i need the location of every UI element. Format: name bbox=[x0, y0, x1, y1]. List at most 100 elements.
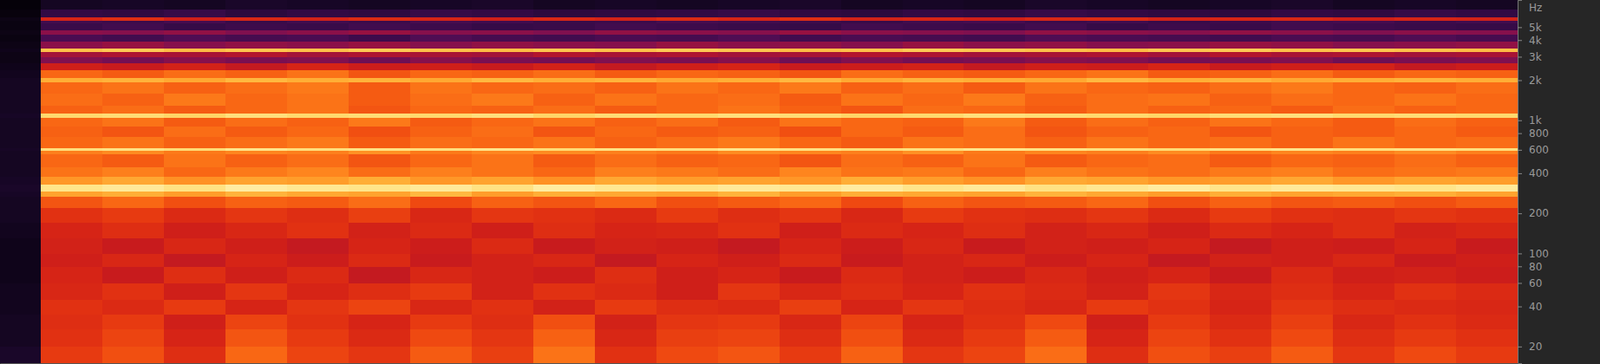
heatmap-cell bbox=[348, 150, 411, 155]
heatmap-cell bbox=[656, 166, 719, 177]
background bbox=[0, 0, 1600, 364]
heatmap-cell bbox=[963, 300, 1026, 315]
heatmap-cell bbox=[0, 62, 42, 70]
heatmap-cell bbox=[963, 253, 1026, 267]
heatmap-cell bbox=[1148, 56, 1210, 64]
heatmap-cell bbox=[533, 62, 595, 70]
heatmap-cell bbox=[471, 313, 534, 330]
heatmap-cell bbox=[718, 41, 780, 49]
heatmap-cell bbox=[656, 190, 719, 196]
heatmap-cell bbox=[225, 104, 288, 114]
heatmap-cell bbox=[102, 117, 164, 128]
heatmap-cell bbox=[779, 51, 842, 58]
heatmap-cell bbox=[348, 16, 411, 21]
heatmap-cell bbox=[594, 92, 657, 105]
heatmap-cell bbox=[40, 47, 103, 52]
heatmap-cell bbox=[348, 238, 411, 255]
heatmap-cell bbox=[163, 113, 226, 118]
heatmap-cell bbox=[841, 47, 903, 52]
heatmap-cell bbox=[1394, 92, 1457, 105]
heatmap-cell bbox=[348, 148, 411, 152]
heatmap-cell bbox=[1086, 166, 1149, 177]
heatmap-cell bbox=[471, 92, 534, 105]
heatmap-cell bbox=[225, 16, 288, 21]
y-tick: 60 bbox=[1517, 277, 1542, 290]
heatmap-cell bbox=[718, 51, 780, 58]
y-tick-mark bbox=[1517, 173, 1522, 175]
y-tick-label: 2k bbox=[1528, 74, 1542, 87]
heatmap-cell bbox=[1148, 253, 1210, 267]
heatmap-cell bbox=[1271, 104, 1333, 114]
heatmap-cell bbox=[102, 266, 164, 284]
heatmap-cell bbox=[1332, 176, 1395, 185]
heatmap-cell bbox=[1148, 137, 1210, 149]
heatmap-cell bbox=[1025, 0, 1087, 10]
y-axis: 5k4k3k2k1k80060040020010080604020 bbox=[1517, 0, 1549, 364]
heatmap-cell bbox=[779, 208, 842, 224]
heatmap-cell bbox=[779, 34, 842, 43]
heatmap-cell bbox=[779, 266, 842, 284]
heatmap-cell bbox=[656, 51, 719, 58]
heatmap-cell bbox=[0, 253, 42, 267]
heatmap-cell bbox=[718, 148, 780, 152]
heatmap-cell bbox=[102, 126, 164, 138]
heatmap-cell bbox=[963, 34, 1026, 43]
heatmap-cell bbox=[163, 56, 226, 64]
heatmap-cell bbox=[471, 190, 534, 196]
heatmap-cell bbox=[102, 153, 164, 167]
heatmap-cell bbox=[471, 222, 534, 239]
heatmap-cell bbox=[348, 176, 411, 185]
heatmap-cell bbox=[779, 29, 842, 35]
heatmap-cell bbox=[718, 113, 780, 118]
heatmap-cell bbox=[1025, 92, 1087, 105]
heatmap-cell bbox=[1025, 16, 1087, 21]
heatmap-cell bbox=[1394, 62, 1457, 70]
heatmap-cell bbox=[225, 34, 288, 43]
heatmap-cell bbox=[287, 69, 349, 78]
heatmap-cell bbox=[963, 117, 1026, 128]
heatmap-cell bbox=[1148, 104, 1210, 114]
heatmap-cell bbox=[1394, 29, 1457, 35]
heatmap-cell bbox=[102, 253, 164, 267]
heatmap-cell bbox=[594, 266, 657, 284]
heatmap-cell bbox=[533, 346, 595, 364]
heatmap-cell bbox=[779, 0, 842, 10]
y-tick-mark bbox=[1517, 150, 1522, 151]
y-tick-label: 400 bbox=[1528, 167, 1549, 180]
heatmap-cell bbox=[287, 313, 349, 330]
heatmap-cell bbox=[594, 41, 657, 49]
heatmap-cell bbox=[1086, 104, 1149, 114]
heatmap-cell bbox=[0, 9, 42, 18]
heatmap-cell bbox=[656, 137, 719, 149]
heatmap-cell bbox=[287, 148, 349, 152]
heatmap-cell bbox=[594, 238, 657, 255]
heatmap-cell bbox=[1456, 137, 1518, 149]
heatmap-cell bbox=[0, 34, 42, 43]
heatmap-cell bbox=[1456, 56, 1518, 64]
heatmap-cell bbox=[287, 300, 349, 315]
heatmap-cell bbox=[1148, 148, 1210, 152]
y-tick-label: 1k bbox=[1528, 114, 1542, 127]
heatmap-cell bbox=[718, 266, 780, 284]
heatmap-cell bbox=[594, 16, 657, 21]
heatmap-cell bbox=[1456, 329, 1518, 348]
heatmap-cell bbox=[656, 92, 719, 105]
heatmap-cell bbox=[1086, 81, 1149, 94]
heatmap-cell bbox=[718, 195, 780, 209]
heatmap-cell bbox=[1148, 329, 1210, 348]
heatmap-cell bbox=[1148, 34, 1210, 43]
heatmap-cell bbox=[1025, 153, 1087, 167]
heatmap-cell bbox=[225, 282, 288, 301]
heatmap-cell bbox=[410, 282, 472, 301]
heatmap-cell bbox=[348, 222, 411, 239]
heatmap-cell bbox=[1332, 166, 1395, 177]
heatmap-cell bbox=[1209, 41, 1272, 49]
heatmap-cell bbox=[287, 22, 349, 30]
heatmap-cell bbox=[348, 69, 411, 78]
heatmap-cell bbox=[841, 81, 903, 94]
heatmap-cell bbox=[1456, 34, 1518, 43]
heatmap-cell bbox=[410, 41, 472, 49]
heatmap-cell bbox=[410, 208, 472, 224]
heatmap-cell bbox=[594, 104, 657, 114]
heatmap-cell bbox=[779, 190, 842, 196]
